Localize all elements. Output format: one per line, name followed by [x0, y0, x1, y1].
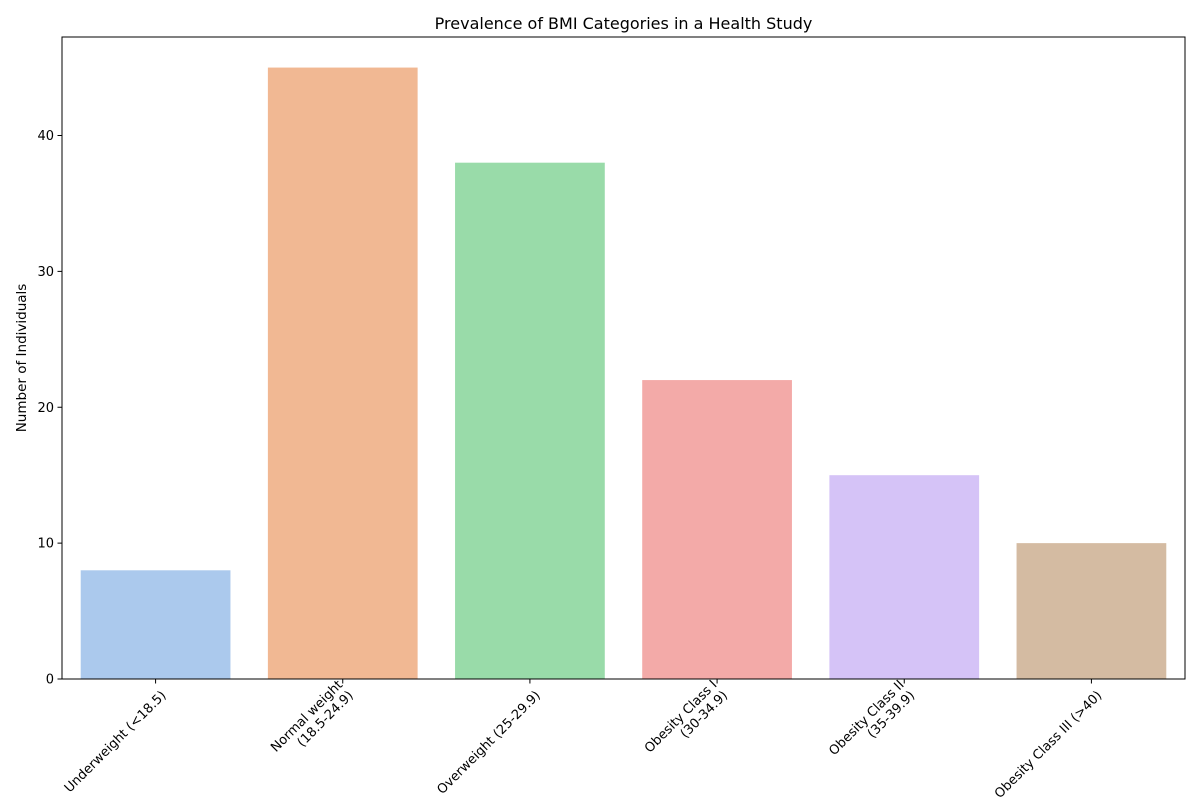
y-tick-label-4: 40	[37, 129, 54, 144]
x-tick-label-3: Obesity Class I(30-34.9)	[642, 678, 731, 767]
y-axis: 0 10 20 30 40	[37, 129, 62, 688]
bar-5	[1016, 543, 1167, 679]
x-tick-label-2: Overweight (25-29.9)	[435, 688, 544, 797]
x-tick-label-5: Obesity Class III (>40)	[992, 688, 1105, 800]
y-axis-label: Number of Individuals	[14, 284, 30, 433]
chart-title: Prevalence of BMI Categories in a Health…	[435, 14, 813, 33]
bars-group	[80, 67, 1167, 680]
plot-frame	[61, 36, 1186, 680]
bar-0	[80, 570, 231, 679]
y-tick-label-0: 0	[46, 673, 54, 688]
bar-3	[642, 380, 792, 679]
bar-2	[455, 162, 605, 679]
x-axis: Underweight (<18.5) Normal weight(18.5-24…	[62, 678, 1106, 800]
y-tick-label-2: 20	[37, 401, 54, 416]
x-tick-label-0: Underweight (<18.5)	[62, 688, 170, 796]
y-tick-label-3: 30	[37, 265, 54, 280]
bar-4	[829, 475, 980, 679]
y-tick-label-1: 10	[37, 537, 54, 552]
x-tick-label-1: Normal weight(18.5-24.9)	[268, 678, 356, 766]
x-tick-label-4: Obesity Class II(35-39.9)	[826, 678, 918, 770]
bar-1	[267, 67, 418, 680]
